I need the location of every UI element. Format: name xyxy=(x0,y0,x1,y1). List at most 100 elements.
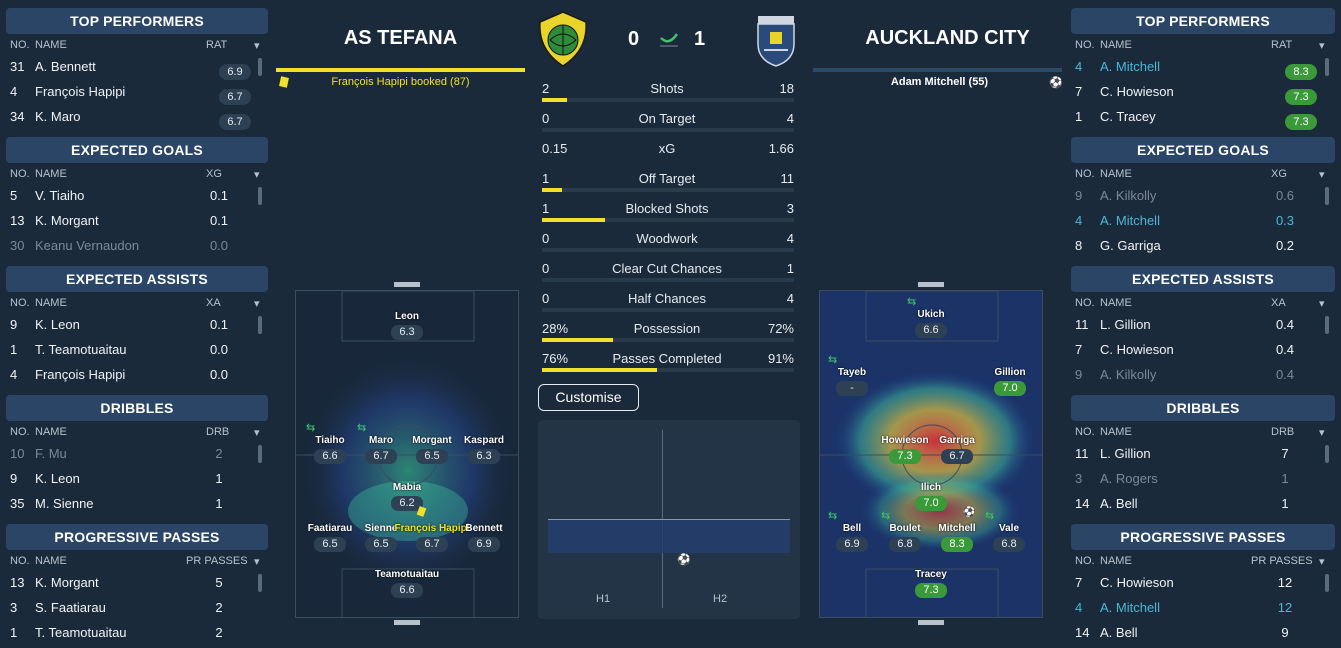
sort-dropdown-icon[interactable]: ▾ xyxy=(254,40,260,52)
sort-dropdown-icon[interactable]: ▾ xyxy=(254,169,260,181)
col-no[interactable]: NO. xyxy=(1075,555,1095,567)
column-header-row[interactable]: NO. NAME RAT ▾ xyxy=(1071,36,1335,54)
col-value[interactable]: XG xyxy=(1271,168,1287,180)
col-name[interactable]: NAME xyxy=(35,426,67,438)
player-marker[interactable]: Bennett 6.9 xyxy=(444,523,518,552)
col-value[interactable]: PR PASSES xyxy=(186,555,248,567)
col-no[interactable]: NO. xyxy=(1075,297,1095,309)
column-header-row[interactable]: NO. NAME XA ▾ xyxy=(1071,294,1335,312)
table-row[interactable]: 8 G. Garriga 0.2 xyxy=(1071,233,1335,258)
table-row[interactable]: 11 L. Gillion 7 xyxy=(1071,441,1335,466)
list-scrollbar[interactable] xyxy=(258,316,262,334)
column-header-row[interactable]: NO. NAME DRB ▾ xyxy=(6,423,268,441)
table-row[interactable]: 4 François Hapipi 0.0 xyxy=(6,362,268,387)
player-marker[interactable]: Mabia 6.2 xyxy=(367,482,447,511)
col-value[interactable]: XG xyxy=(206,168,222,180)
col-no[interactable]: NO. xyxy=(1075,426,1095,438)
table-row[interactable]: 3 A. Rogers 1 xyxy=(1071,466,1335,491)
table-row[interactable]: 13 K. Morgant 0.1 xyxy=(6,208,268,233)
col-value[interactable]: RAT xyxy=(206,39,228,51)
sort-dropdown-icon[interactable]: ▾ xyxy=(254,556,260,568)
table-row[interactable]: 14 A. Bell 1 xyxy=(1071,491,1335,516)
sort-dropdown-icon[interactable]: ▾ xyxy=(254,427,260,439)
player-marker[interactable]: Ukich 6.6 xyxy=(891,309,971,338)
column-header-row[interactable]: NO. NAME XA ▾ xyxy=(6,294,268,312)
list-scrollbar[interactable] xyxy=(1325,574,1329,592)
sort-dropdown-icon[interactable]: ▾ xyxy=(254,298,260,310)
list-scrollbar[interactable] xyxy=(258,58,262,76)
table-row[interactable]: 10 F. Mu 2 xyxy=(6,441,268,466)
list-scrollbar[interactable] xyxy=(258,574,262,592)
sort-dropdown-icon[interactable]: ▾ xyxy=(1319,40,1325,52)
list-scrollbar[interactable] xyxy=(1325,58,1329,76)
player-marker[interactable]: Teamotuaitau 6.6 xyxy=(367,569,447,598)
table-row[interactable]: 1 T. Teamotuaitau 2 xyxy=(6,620,268,645)
player-marker[interactable]: Gillion 7.0 xyxy=(970,367,1042,396)
table-row[interactable]: 3 S. Faatiarau 2 xyxy=(6,595,268,620)
col-no[interactable]: NO. xyxy=(1075,168,1095,180)
col-value[interactable]: DRB xyxy=(206,426,230,438)
table-row[interactable]: 14 A. Bell 9 xyxy=(1071,620,1335,645)
player-marker[interactable]: Tiaiho 6.6 xyxy=(296,435,370,464)
player-marker[interactable]: Tayeb - xyxy=(820,367,892,396)
col-value[interactable]: DRB xyxy=(1271,426,1295,438)
column-header-row[interactable]: NO. NAME PR PASSES ▾ xyxy=(1071,552,1335,570)
player-marker[interactable]: Ilich 7.0 xyxy=(891,482,971,511)
sort-dropdown-icon[interactable]: ▾ xyxy=(1319,556,1325,568)
column-header-row[interactable]: NO. NAME PR PASSES ▾ xyxy=(6,552,268,570)
col-name[interactable]: NAME xyxy=(1100,39,1132,51)
player-marker[interactable]: François Hapipi 6.7 xyxy=(392,523,472,552)
col-value[interactable]: RAT xyxy=(1271,39,1293,51)
column-header-row[interactable]: NO. NAME RAT ▾ xyxy=(6,36,268,54)
col-name[interactable]: NAME xyxy=(35,297,67,309)
table-row[interactable]: 4 A. Mitchell 8.3 xyxy=(1071,54,1335,80)
table-row[interactable]: 31 A. Bennett 6.9 xyxy=(6,54,268,80)
list-scrollbar[interactable] xyxy=(258,445,262,463)
column-header-row[interactable]: NO. NAME XG ▾ xyxy=(6,165,268,183)
table-row[interactable]: 1 C. Tracey 7.3 xyxy=(1071,104,1335,130)
player-marker[interactable]: Sienne 6.5 xyxy=(341,523,421,552)
col-name[interactable]: NAME xyxy=(1100,297,1132,309)
list-scrollbar[interactable] xyxy=(1325,316,1329,334)
player-marker[interactable]: Tracey 7.3 xyxy=(891,569,971,598)
player-marker[interactable]: Kaspard 6.3 xyxy=(444,435,518,464)
player-marker[interactable]: Bell 6.9 xyxy=(820,523,892,552)
customise-button[interactable]: Customise xyxy=(538,384,639,411)
table-row[interactable]: 7 C. Howieson 12 xyxy=(1071,570,1335,595)
col-name[interactable]: NAME xyxy=(35,39,67,51)
col-name[interactable]: NAME xyxy=(35,555,67,567)
player-marker[interactable]: Boulet 6.8 xyxy=(865,523,945,552)
table-row[interactable]: 5 V. Tiaiho 0.1 xyxy=(6,183,268,208)
player-marker[interactable]: Maro 6.7 xyxy=(341,435,421,464)
player-marker[interactable]: Faatiarau 6.5 xyxy=(296,523,370,552)
col-name[interactable]: NAME xyxy=(1100,168,1132,180)
table-row[interactable]: 9 A. Kilkolly 0.4 xyxy=(1071,362,1335,387)
col-no[interactable]: NO. xyxy=(1075,39,1095,51)
table-row[interactable]: 7 C. Howieson 0.4 xyxy=(1071,337,1335,362)
table-row[interactable]: 9 K. Leon 0.1 xyxy=(6,312,268,337)
player-marker[interactable]: Morgant 6.5 xyxy=(392,435,472,464)
col-no[interactable]: NO. xyxy=(10,555,30,567)
table-row[interactable]: 4 A. Mitchell 12 xyxy=(1071,595,1335,620)
table-row[interactable]: 13 K. Morgant 5 xyxy=(6,570,268,595)
table-row[interactable]: 11 L. Gillion 0.4 xyxy=(1071,312,1335,337)
list-scrollbar[interactable] xyxy=(1325,445,1329,463)
table-row[interactable]: 1 T. Teamotuaitau 0.0 xyxy=(6,337,268,362)
list-scrollbar[interactable] xyxy=(1325,187,1329,205)
col-no[interactable]: NO. xyxy=(10,39,30,51)
table-row[interactable]: 7 C. Howieson 7.3 xyxy=(1071,79,1335,105)
col-no[interactable]: NO. xyxy=(10,168,30,180)
sort-dropdown-icon[interactable]: ▾ xyxy=(1319,169,1325,181)
table-row[interactable]: 4 François Hapipi 6.7 xyxy=(6,79,268,105)
sort-dropdown-icon[interactable]: ▾ xyxy=(1319,298,1325,310)
table-row[interactable]: 30 Keanu Vernaudon 0.0 xyxy=(6,233,268,258)
col-value[interactable]: PR PASSES xyxy=(1251,555,1313,567)
player-marker[interactable]: Leon 6.3 xyxy=(367,311,447,340)
player-marker[interactable]: Howieson 7.3 xyxy=(865,435,945,464)
col-name[interactable]: NAME xyxy=(1100,426,1132,438)
table-row[interactable]: 35 M. Sienne 1 xyxy=(6,491,268,516)
col-name[interactable]: NAME xyxy=(35,168,67,180)
col-value[interactable]: XA xyxy=(206,297,221,309)
sort-dropdown-icon[interactable]: ▾ xyxy=(1319,427,1325,439)
player-marker[interactable]: Mitchell 8.3 xyxy=(917,523,997,552)
